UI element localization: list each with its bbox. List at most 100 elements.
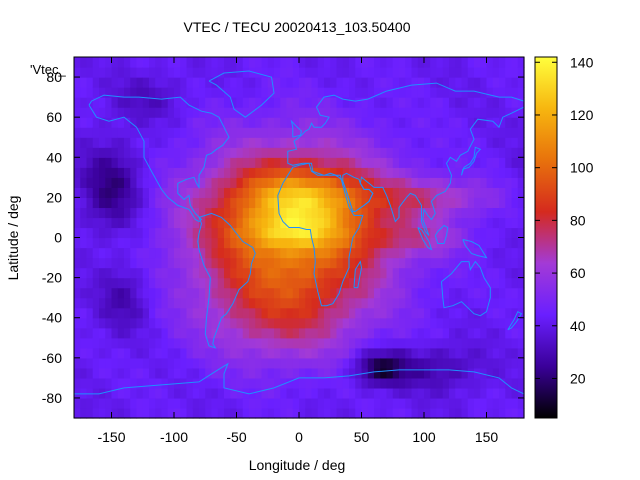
heat-cell [324,197,331,209]
heat-cell [392,257,400,269]
heat-cell [236,217,244,229]
heat-cell [192,107,200,118]
heat-cell [424,327,431,339]
heat-cell [342,177,350,188]
heat-cell [242,287,250,299]
heat-cell [92,377,100,389]
heat-cell [367,217,375,229]
heat-cell [442,57,450,68]
heat-cell [361,237,369,249]
heat-cell [336,277,344,289]
heat-cell [417,247,425,259]
heat-cell [249,77,256,88]
heat-cell [174,197,181,209]
heat-cell [317,237,325,249]
heat-cell [480,207,488,219]
heat-cell [449,337,456,349]
heat-cell [492,77,500,88]
heat-cell [442,357,450,369]
heat-cell [74,97,81,108]
heat-cell [324,157,331,168]
heat-cell [292,127,300,138]
heat-cell [380,407,388,419]
heat-cell [405,347,413,359]
heat-cell [80,187,88,198]
heat-cell [311,117,319,128]
heat-cell [192,377,200,389]
heat-cell [105,137,113,148]
heat-cell [255,117,263,128]
heat-cell [105,237,113,249]
heat-cell [249,217,256,229]
heat-cell [417,57,425,68]
heat-cell [399,287,406,299]
heat-cell [449,77,456,88]
heat-cell [280,227,288,239]
heat-cell [311,237,319,249]
heat-cell [261,357,269,369]
colorbar-tick-label: 20 [570,370,586,386]
heat-cell [230,237,238,249]
heat-cell [342,387,350,399]
heat-cell [111,407,119,419]
heat-cell [261,107,269,118]
heat-cell [349,167,356,178]
heat-cell [380,307,388,319]
heat-cell [317,357,325,369]
heat-cell [511,217,519,229]
heat-cell [305,287,313,299]
heat-cell [99,377,106,389]
heat-cell [392,307,400,319]
heat-cell [286,287,294,299]
heat-cell [505,357,513,369]
heat-cell [124,317,131,329]
heat-cell [442,337,450,349]
heat-cell [192,87,200,98]
heat-cell [299,67,306,78]
heat-cell [430,57,438,68]
heat-cell [111,247,119,259]
heat-cell [392,87,400,98]
heat-cell [292,387,300,399]
heat-cell [449,197,456,209]
heat-cell [136,67,144,78]
heat-cell [236,297,244,309]
heat-cell [161,147,169,158]
heat-cell [80,357,88,369]
heat-cell [480,337,488,349]
heat-cell [311,387,319,399]
heat-cell [255,367,263,379]
heat-cell [374,297,381,309]
heat-cell [286,87,294,98]
heat-cell [424,87,431,98]
heat-cell [467,277,475,289]
heat-cell [255,157,263,168]
heat-cell [330,197,338,209]
heat-cell [336,187,344,198]
heat-cell [74,127,81,138]
heat-cell [399,157,406,168]
heat-cell [486,67,494,78]
heat-cell [280,367,288,379]
heat-cell [249,267,256,279]
heat-cell [461,247,469,259]
heat-cell [299,117,306,128]
heat-cell [186,237,194,249]
heat-cell [336,237,344,249]
heat-cell [124,197,131,209]
heat-cell [430,277,438,289]
heat-cell [486,187,494,198]
heat-cell [236,117,244,128]
heat-cell [411,267,419,279]
heat-cell [249,287,256,299]
heat-cell [386,207,394,219]
heat-cell [180,407,188,419]
heat-cell [392,167,400,178]
heat-cell [155,317,163,329]
heat-cell [149,147,156,158]
heat-cell [174,357,181,369]
heat-cell [86,147,94,158]
heat-cell [280,127,288,138]
heat-cell [355,117,363,128]
heat-cell [324,337,331,349]
